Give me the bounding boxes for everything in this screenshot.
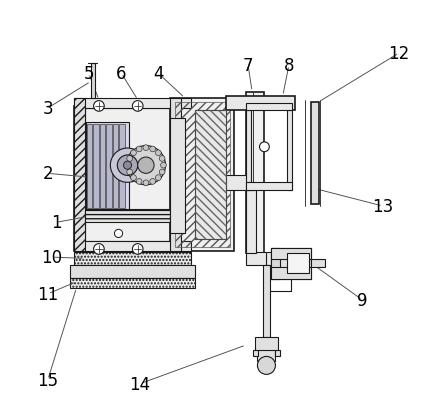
Circle shape bbox=[125, 163, 131, 169]
Bar bbox=[272, 248, 311, 279]
Bar bbox=[246, 92, 264, 254]
Bar bbox=[311, 103, 319, 204]
Bar bbox=[100, 125, 105, 209]
Circle shape bbox=[117, 155, 138, 176]
Circle shape bbox=[124, 162, 132, 170]
Bar bbox=[113, 125, 118, 209]
Bar bbox=[85, 109, 171, 241]
Text: 8: 8 bbox=[284, 57, 294, 75]
Bar bbox=[91, 64, 95, 99]
Bar bbox=[246, 253, 309, 265]
Circle shape bbox=[143, 145, 149, 151]
Circle shape bbox=[143, 180, 149, 186]
Bar bbox=[171, 99, 234, 252]
Circle shape bbox=[127, 156, 132, 162]
Bar bbox=[246, 190, 256, 254]
Bar bbox=[275, 350, 280, 356]
Bar bbox=[257, 350, 276, 362]
Bar bbox=[246, 103, 292, 111]
Bar bbox=[74, 241, 191, 252]
Bar bbox=[311, 260, 325, 267]
Circle shape bbox=[127, 170, 132, 175]
Circle shape bbox=[136, 179, 142, 185]
Bar bbox=[225, 176, 248, 190]
Bar bbox=[70, 265, 195, 279]
Bar bbox=[171, 119, 185, 233]
Text: 2: 2 bbox=[43, 165, 53, 183]
Bar bbox=[70, 279, 195, 288]
Text: 11: 11 bbox=[37, 285, 58, 303]
Bar bbox=[93, 125, 98, 209]
Bar bbox=[195, 111, 225, 239]
Bar bbox=[119, 125, 124, 209]
Text: 14: 14 bbox=[129, 375, 150, 393]
Bar bbox=[263, 265, 270, 337]
Bar bbox=[171, 99, 181, 252]
Bar bbox=[74, 107, 191, 252]
Circle shape bbox=[93, 244, 104, 255]
Text: 3: 3 bbox=[43, 100, 53, 118]
Circle shape bbox=[132, 244, 143, 255]
Circle shape bbox=[138, 157, 154, 174]
Bar bbox=[253, 350, 258, 356]
Circle shape bbox=[150, 147, 155, 153]
Bar bbox=[195, 111, 225, 239]
Bar bbox=[272, 248, 280, 279]
Circle shape bbox=[132, 101, 143, 112]
Bar bbox=[175, 103, 229, 247]
Circle shape bbox=[155, 151, 161, 156]
Circle shape bbox=[114, 230, 123, 238]
Bar bbox=[287, 111, 292, 190]
Bar bbox=[87, 125, 92, 209]
Bar bbox=[74, 99, 191, 109]
Bar bbox=[272, 267, 311, 279]
Bar bbox=[74, 99, 85, 252]
Bar bbox=[255, 337, 278, 351]
Circle shape bbox=[260, 143, 269, 152]
Bar bbox=[225, 97, 295, 111]
Text: 9: 9 bbox=[357, 291, 368, 309]
Circle shape bbox=[257, 357, 276, 375]
Text: 15: 15 bbox=[37, 371, 58, 389]
Bar bbox=[74, 252, 191, 265]
Bar bbox=[287, 254, 309, 274]
Bar bbox=[86, 123, 129, 211]
Text: 12: 12 bbox=[389, 45, 410, 63]
Bar bbox=[85, 210, 171, 223]
Circle shape bbox=[131, 151, 136, 156]
Text: 13: 13 bbox=[372, 198, 393, 216]
Circle shape bbox=[126, 146, 166, 185]
Text: 4: 4 bbox=[153, 65, 163, 83]
Circle shape bbox=[161, 163, 166, 169]
Bar bbox=[272, 248, 311, 260]
Circle shape bbox=[155, 175, 161, 181]
Bar bbox=[106, 125, 112, 209]
Circle shape bbox=[159, 156, 165, 162]
Text: 7: 7 bbox=[243, 57, 253, 75]
Circle shape bbox=[136, 147, 142, 153]
Bar bbox=[246, 111, 251, 190]
Text: 1: 1 bbox=[51, 214, 61, 232]
Text: 5: 5 bbox=[83, 65, 94, 83]
Text: 10: 10 bbox=[41, 249, 62, 267]
Bar bbox=[246, 183, 292, 190]
Circle shape bbox=[150, 179, 155, 185]
Circle shape bbox=[159, 170, 165, 175]
Circle shape bbox=[110, 148, 145, 183]
Text: 6: 6 bbox=[116, 65, 127, 83]
Circle shape bbox=[93, 101, 104, 112]
Circle shape bbox=[131, 175, 136, 181]
